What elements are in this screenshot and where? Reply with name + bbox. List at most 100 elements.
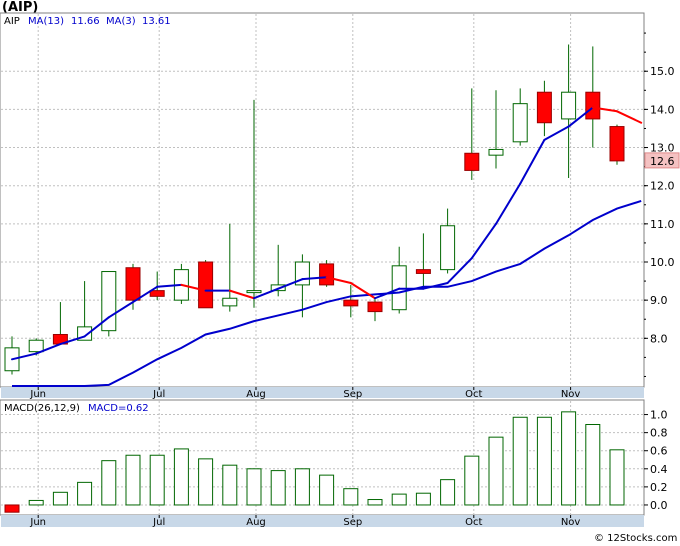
candle-up (488, 148, 504, 156)
ma13-line-segment (228, 289, 255, 300)
macd-bar (294, 468, 310, 506)
watermark: © 12Stocks.com (594, 533, 677, 544)
macd-bar (512, 416, 528, 506)
ma13-line-segment (470, 222, 497, 260)
macd-bar (367, 499, 383, 506)
ma13-line-segment (132, 285, 159, 304)
moving-averages (11, 106, 643, 387)
price-x-tick-label: Aug (246, 389, 266, 400)
ma13-line-segment (374, 287, 401, 300)
ma13-line-segment (495, 182, 522, 225)
macd-bar (270, 470, 286, 506)
macd-x-axis-band (1, 515, 644, 527)
chart-title: (AIP) (2, 0, 38, 15)
legend-ma3-label: MA(3) (106, 16, 136, 27)
last-price-label: 12.6 (650, 155, 675, 168)
price-x-tick-label: Oct (465, 389, 482, 400)
ma13-line-segment (325, 276, 352, 284)
legend-symbol: AIP (4, 16, 20, 27)
price-y-tick-label: 15.0 (650, 65, 675, 78)
candle-up (512, 103, 528, 143)
macd-x-axis: Jun Jul Aug Sep Oct Nov (29, 515, 580, 528)
price-y-tick-label: 13.0 (650, 142, 675, 155)
candle-down (198, 261, 214, 309)
macd-bar (319, 474, 335, 506)
price-x-tick-label: Jun (29, 389, 46, 400)
candle-up (561, 91, 577, 120)
price-x-axis: Jun Jul Aug Sep Oct Nov (29, 387, 580, 400)
ma13-line-segment (180, 283, 207, 292)
candle-down (367, 301, 383, 313)
price-y-tick-label: 8.0 (650, 332, 668, 345)
ma13-line-segment (156, 283, 183, 288)
ma13-line-segment (35, 343, 62, 355)
candle-up (440, 225, 456, 271)
macd-y-tick-label: 0.8 (650, 427, 668, 440)
macd-bar (609, 449, 625, 506)
candle-down (464, 152, 480, 171)
macd-bar (561, 411, 577, 506)
ma13-line-segment (277, 278, 304, 290)
macd-bar (488, 436, 504, 506)
ma13-line-segment (107, 301, 134, 319)
ma13-line-segment (543, 125, 570, 141)
ma13-line-segment (11, 352, 38, 361)
macd-bar (222, 464, 238, 506)
price-x-axis-band (1, 387, 644, 398)
price-y-tick-label: 12.0 (650, 180, 675, 193)
legend-ma13-label: MA(13) (28, 16, 64, 27)
ma13-line-segment (616, 110, 643, 124)
ma13-line-segment (422, 281, 449, 290)
price-panel (0, 12, 645, 388)
candle-up (28, 339, 44, 353)
candle-down (415, 269, 431, 274)
macd-bar (246, 468, 262, 506)
ma13-line-segment (446, 257, 473, 284)
macd-bar (536, 416, 552, 506)
price-x-tick-label: Nov (561, 389, 581, 400)
macd-legend: MACD(26,12,9) MACD=0.62 (4, 403, 149, 414)
legend-ma13-value: 11.66 (71, 16, 100, 27)
macd-legend-value: MACD=0.62 (88, 403, 149, 414)
price-y-tick-label: 11.0 (650, 218, 675, 231)
macd-bar (28, 499, 44, 506)
macd-bar (52, 491, 68, 506)
price-y-axis: 8.0 9.0 10.0 11.0 12.0 13.0 14.0 15.0 (644, 32, 675, 377)
price-y-tick-label: 9.0 (650, 294, 668, 307)
macd-bar (173, 448, 189, 506)
legend-ma3-value: 13.61 (142, 16, 171, 27)
candle-down (536, 91, 552, 124)
price-x-tick-label: Jul (152, 389, 165, 400)
macd-y-tick-label: 0.0 (650, 499, 668, 512)
macd-bar (440, 479, 456, 506)
candle-down (609, 126, 625, 162)
macd-x-tick-label: Jun (29, 517, 46, 528)
macd-bar (149, 454, 165, 506)
price-x-tick-label: Sep (343, 389, 362, 400)
macd-y-axis: 0.0 0.2 0.4 0.6 0.8 1.0 (644, 409, 668, 512)
macd-legend-label: MACD(26,12,9) (4, 403, 80, 414)
macd-x-tick-label: Oct (465, 517, 482, 528)
candle-down (149, 290, 165, 297)
price-gridlines (1, 14, 644, 386)
candle-down (319, 263, 335, 286)
macd-x-tick-label: Jul (152, 517, 165, 528)
macd-bar-negative (4, 504, 20, 513)
ma3-line (12, 200, 642, 387)
candle-down (343, 299, 359, 307)
ma13-line-segment (59, 335, 86, 346)
price-legend: AIP MA(13) 11.66 MA(3) 13.61 (4, 16, 171, 27)
price-y-tick-label: 10.0 (650, 256, 675, 269)
last-price-box (644, 152, 680, 169)
macd-bar (125, 454, 141, 506)
macd-bars (4, 411, 625, 513)
candle-down (125, 267, 141, 301)
macd-x-tick-label: Sep (343, 517, 362, 528)
macd-bar (415, 492, 431, 506)
ma13-line-segment (591, 106, 618, 113)
candle-up (222, 297, 238, 307)
macd-bar (198, 458, 214, 506)
candle-up (246, 290, 262, 294)
macd-y-tick-label: 0.4 (650, 463, 668, 476)
